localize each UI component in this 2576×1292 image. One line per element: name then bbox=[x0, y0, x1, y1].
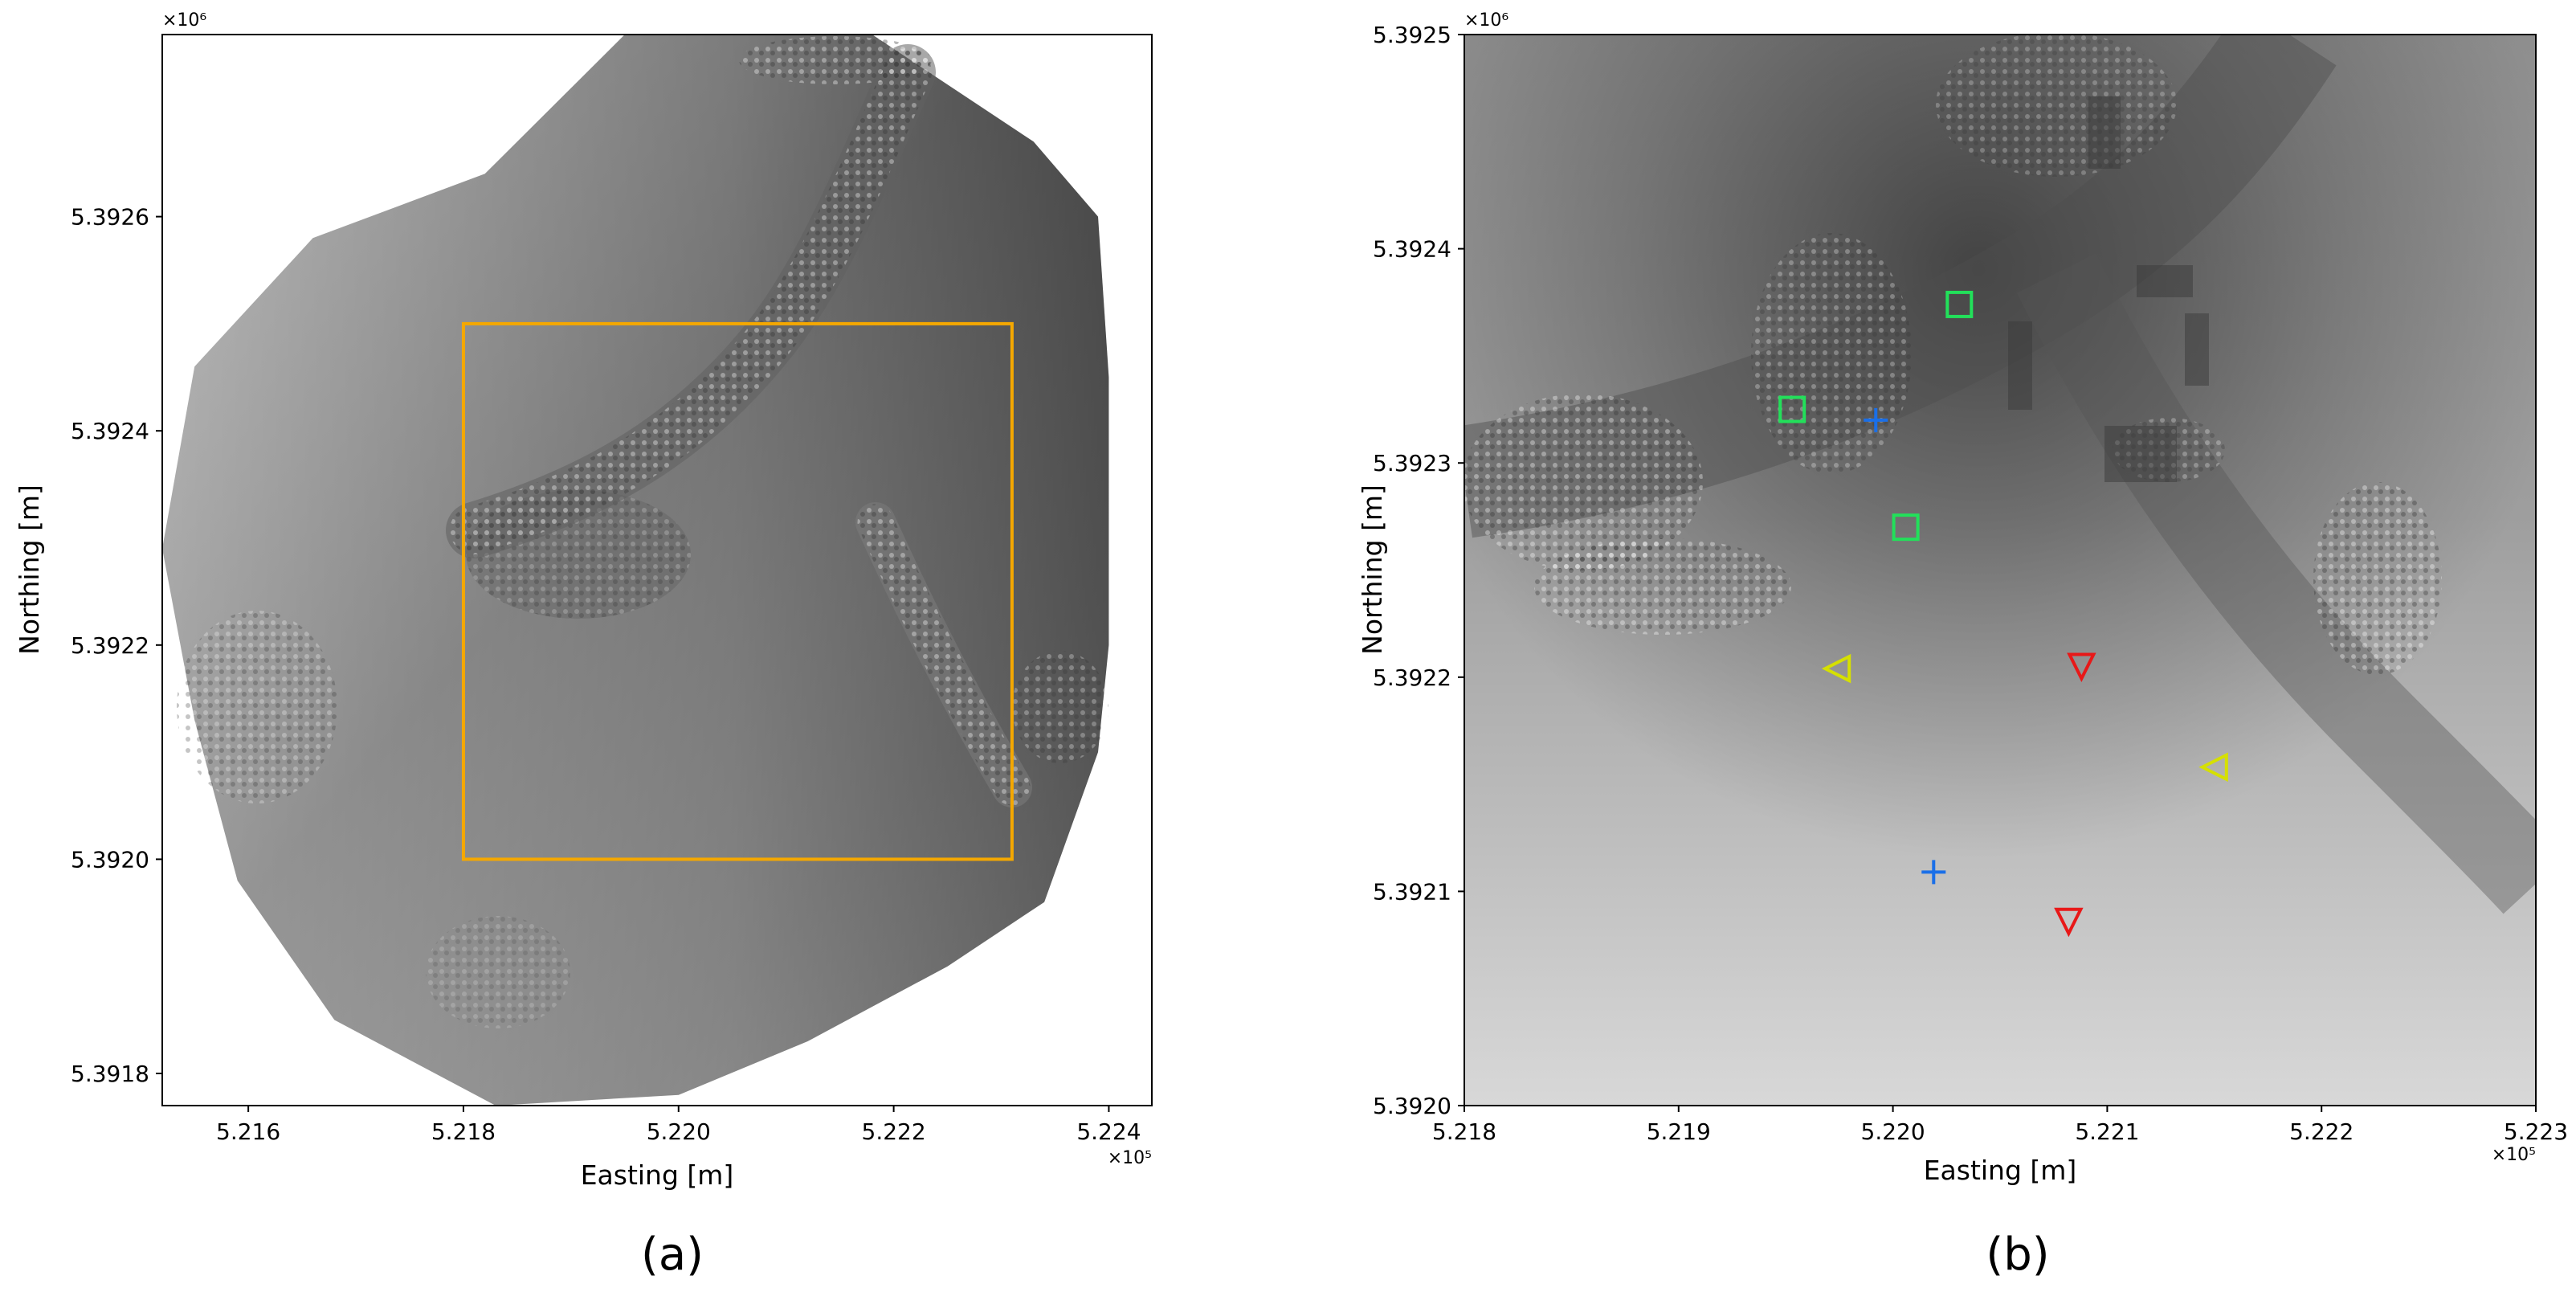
x-axis-label-a: Easting [m] bbox=[581, 1159, 734, 1191]
x-tick-label: 5.224 bbox=[1076, 1118, 1141, 1145]
x-tick-label: 5.222 bbox=[2289, 1118, 2354, 1145]
square-marker bbox=[1945, 290, 1974, 318]
x-tick-label: 5.218 bbox=[431, 1118, 496, 1145]
y-tick-label: 5.3925 bbox=[1373, 22, 1451, 48]
y-tick-label: 5.3924 bbox=[71, 418, 149, 444]
x-ticks-a: 5.216 5.218 5.220 5.222 5.224 bbox=[216, 1106, 1141, 1145]
x-tick-label: 5.218 bbox=[1432, 1118, 1496, 1145]
y-axis-label-a: Northing [m] bbox=[14, 484, 45, 655]
y-tick-label: 5.3921 bbox=[1373, 878, 1451, 905]
y-tick-label: 5.3923 bbox=[1373, 450, 1451, 476]
triangle-down-marker bbox=[2054, 907, 2084, 938]
terrain-features bbox=[1464, 35, 2536, 914]
y-multiplier-b: ×10⁶ bbox=[1464, 10, 1508, 31]
x-tick-label: 5.221 bbox=[2075, 1118, 2139, 1145]
y-tick-label: 5.3922 bbox=[1373, 664, 1451, 691]
axes-frame-a bbox=[161, 34, 1153, 1106]
x-tick-label: 5.219 bbox=[1647, 1118, 1711, 1145]
terrain-features bbox=[177, 36, 1108, 1028]
y-axis-label-b: Northing [m] bbox=[1357, 484, 1388, 655]
y-tick-label: 5.3922 bbox=[71, 632, 149, 659]
y-tick-label: 5.3918 bbox=[71, 1061, 149, 1087]
x-multiplier-a: ×10⁵ bbox=[1108, 1148, 1152, 1168]
x-tick-label: 5.216 bbox=[216, 1118, 280, 1145]
y-tick-label: 5.3920 bbox=[1373, 1093, 1451, 1119]
x-tick-label: 5.220 bbox=[1861, 1118, 1925, 1145]
y-ticks-a: 5.3918 5.3920 5.3922 5.3924 5.3926 bbox=[71, 204, 162, 1087]
triangle-down-marker bbox=[2067, 652, 2096, 682]
y-ticks-b: 5.3920 5.3921 5.3922 5.3923 5.3924 5.3925 bbox=[1373, 22, 1464, 1119]
x-tick-label: 5.223 bbox=[2504, 1118, 2568, 1145]
panel-b: 5.218 5.219 5.220 5.221 5.222 5.223 5.39205.3… bbox=[1357, 10, 2568, 1281]
panel-a: 5.216 5.218 5.220 5.222 5.224 5.39185.39205.… bbox=[14, 10, 1153, 1281]
plus-marker bbox=[1864, 407, 1888, 432]
marker-layer bbox=[1778, 290, 2228, 938]
square-marker bbox=[1778, 395, 1806, 423]
x-tick-label: 5.222 bbox=[862, 1118, 926, 1145]
y-tick-label: 5.3920 bbox=[71, 846, 149, 873]
triangle-left-marker bbox=[2198, 752, 2228, 783]
panel-label-b: (b) bbox=[1986, 1229, 2049, 1281]
plus-marker bbox=[1921, 860, 1946, 885]
study-area-box bbox=[461, 321, 1014, 861]
x-ticks-b: 5.218 5.219 5.220 5.221 5.222 5.223 bbox=[1432, 1106, 2568, 1145]
x-axis-label-b: Easting [m] bbox=[1924, 1155, 2077, 1186]
axes-frame-b bbox=[1464, 34, 2537, 1106]
x-multiplier-b: ×10⁵ bbox=[2492, 1145, 2536, 1165]
panel-label-a: (a) bbox=[641, 1229, 704, 1281]
y-tick-label: 5.3926 bbox=[71, 204, 149, 231]
y-tick-label: 5.3924 bbox=[1373, 236, 1451, 263]
triangle-left-marker bbox=[1821, 653, 1851, 684]
square-marker bbox=[1892, 513, 1920, 542]
x-tick-label: 5.220 bbox=[647, 1118, 711, 1145]
y-multiplier-a: ×10⁶ bbox=[162, 10, 206, 31]
